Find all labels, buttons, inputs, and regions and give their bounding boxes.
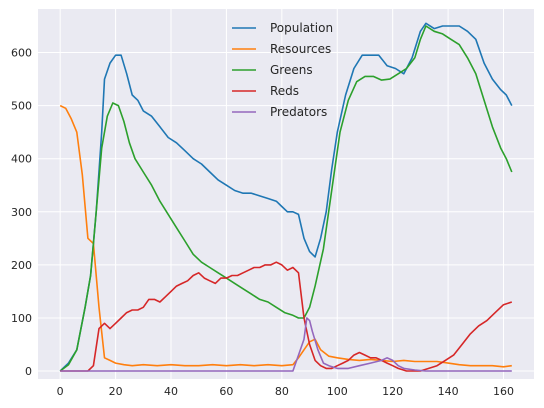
- legend-label: Reds: [270, 84, 299, 98]
- x-axis-ticks: 0 20 40 60 80 100 120 140 160: [57, 385, 514, 398]
- y-axis-ticks: 0 100 200 300 400 500 600: [11, 47, 32, 379]
- y-tick-label: 100: [11, 312, 32, 325]
- legend-label: Resources: [270, 42, 331, 56]
- series-line-reds: [60, 261, 513, 372]
- legend: Population Resources Greens Reds Predators: [232, 21, 333, 119]
- legend-label: Population: [270, 21, 333, 35]
- series-line-population: [59, 22, 513, 372]
- x-tick-label: 80: [275, 385, 289, 398]
- x-tick-label: 120: [382, 385, 403, 398]
- legend-label: Greens: [270, 63, 313, 77]
- series-line-predators: [60, 317, 512, 372]
- series-line-greens: [59, 25, 513, 372]
- series-line-resources: [59, 104, 512, 368]
- legend-label: Predators: [270, 105, 327, 119]
- x-tick-label: 140: [438, 385, 459, 398]
- x-tick-label: 60: [219, 385, 233, 398]
- y-tick-label: 400: [11, 153, 32, 166]
- y-tick-label: 300: [11, 206, 32, 219]
- y-tick-label: 500: [11, 100, 32, 113]
- y-tick-label: 200: [11, 259, 32, 272]
- x-tick-label: 160: [493, 385, 514, 398]
- x-tick-label: 0: [57, 385, 64, 398]
- x-tick-label: 40: [164, 385, 178, 398]
- y-tick-label: 0: [25, 365, 32, 378]
- x-tick-label: 100: [327, 385, 348, 398]
- y-tick-label: 600: [11, 47, 32, 60]
- series-lines: [59, 22, 513, 372]
- x-tick-label: 20: [109, 385, 123, 398]
